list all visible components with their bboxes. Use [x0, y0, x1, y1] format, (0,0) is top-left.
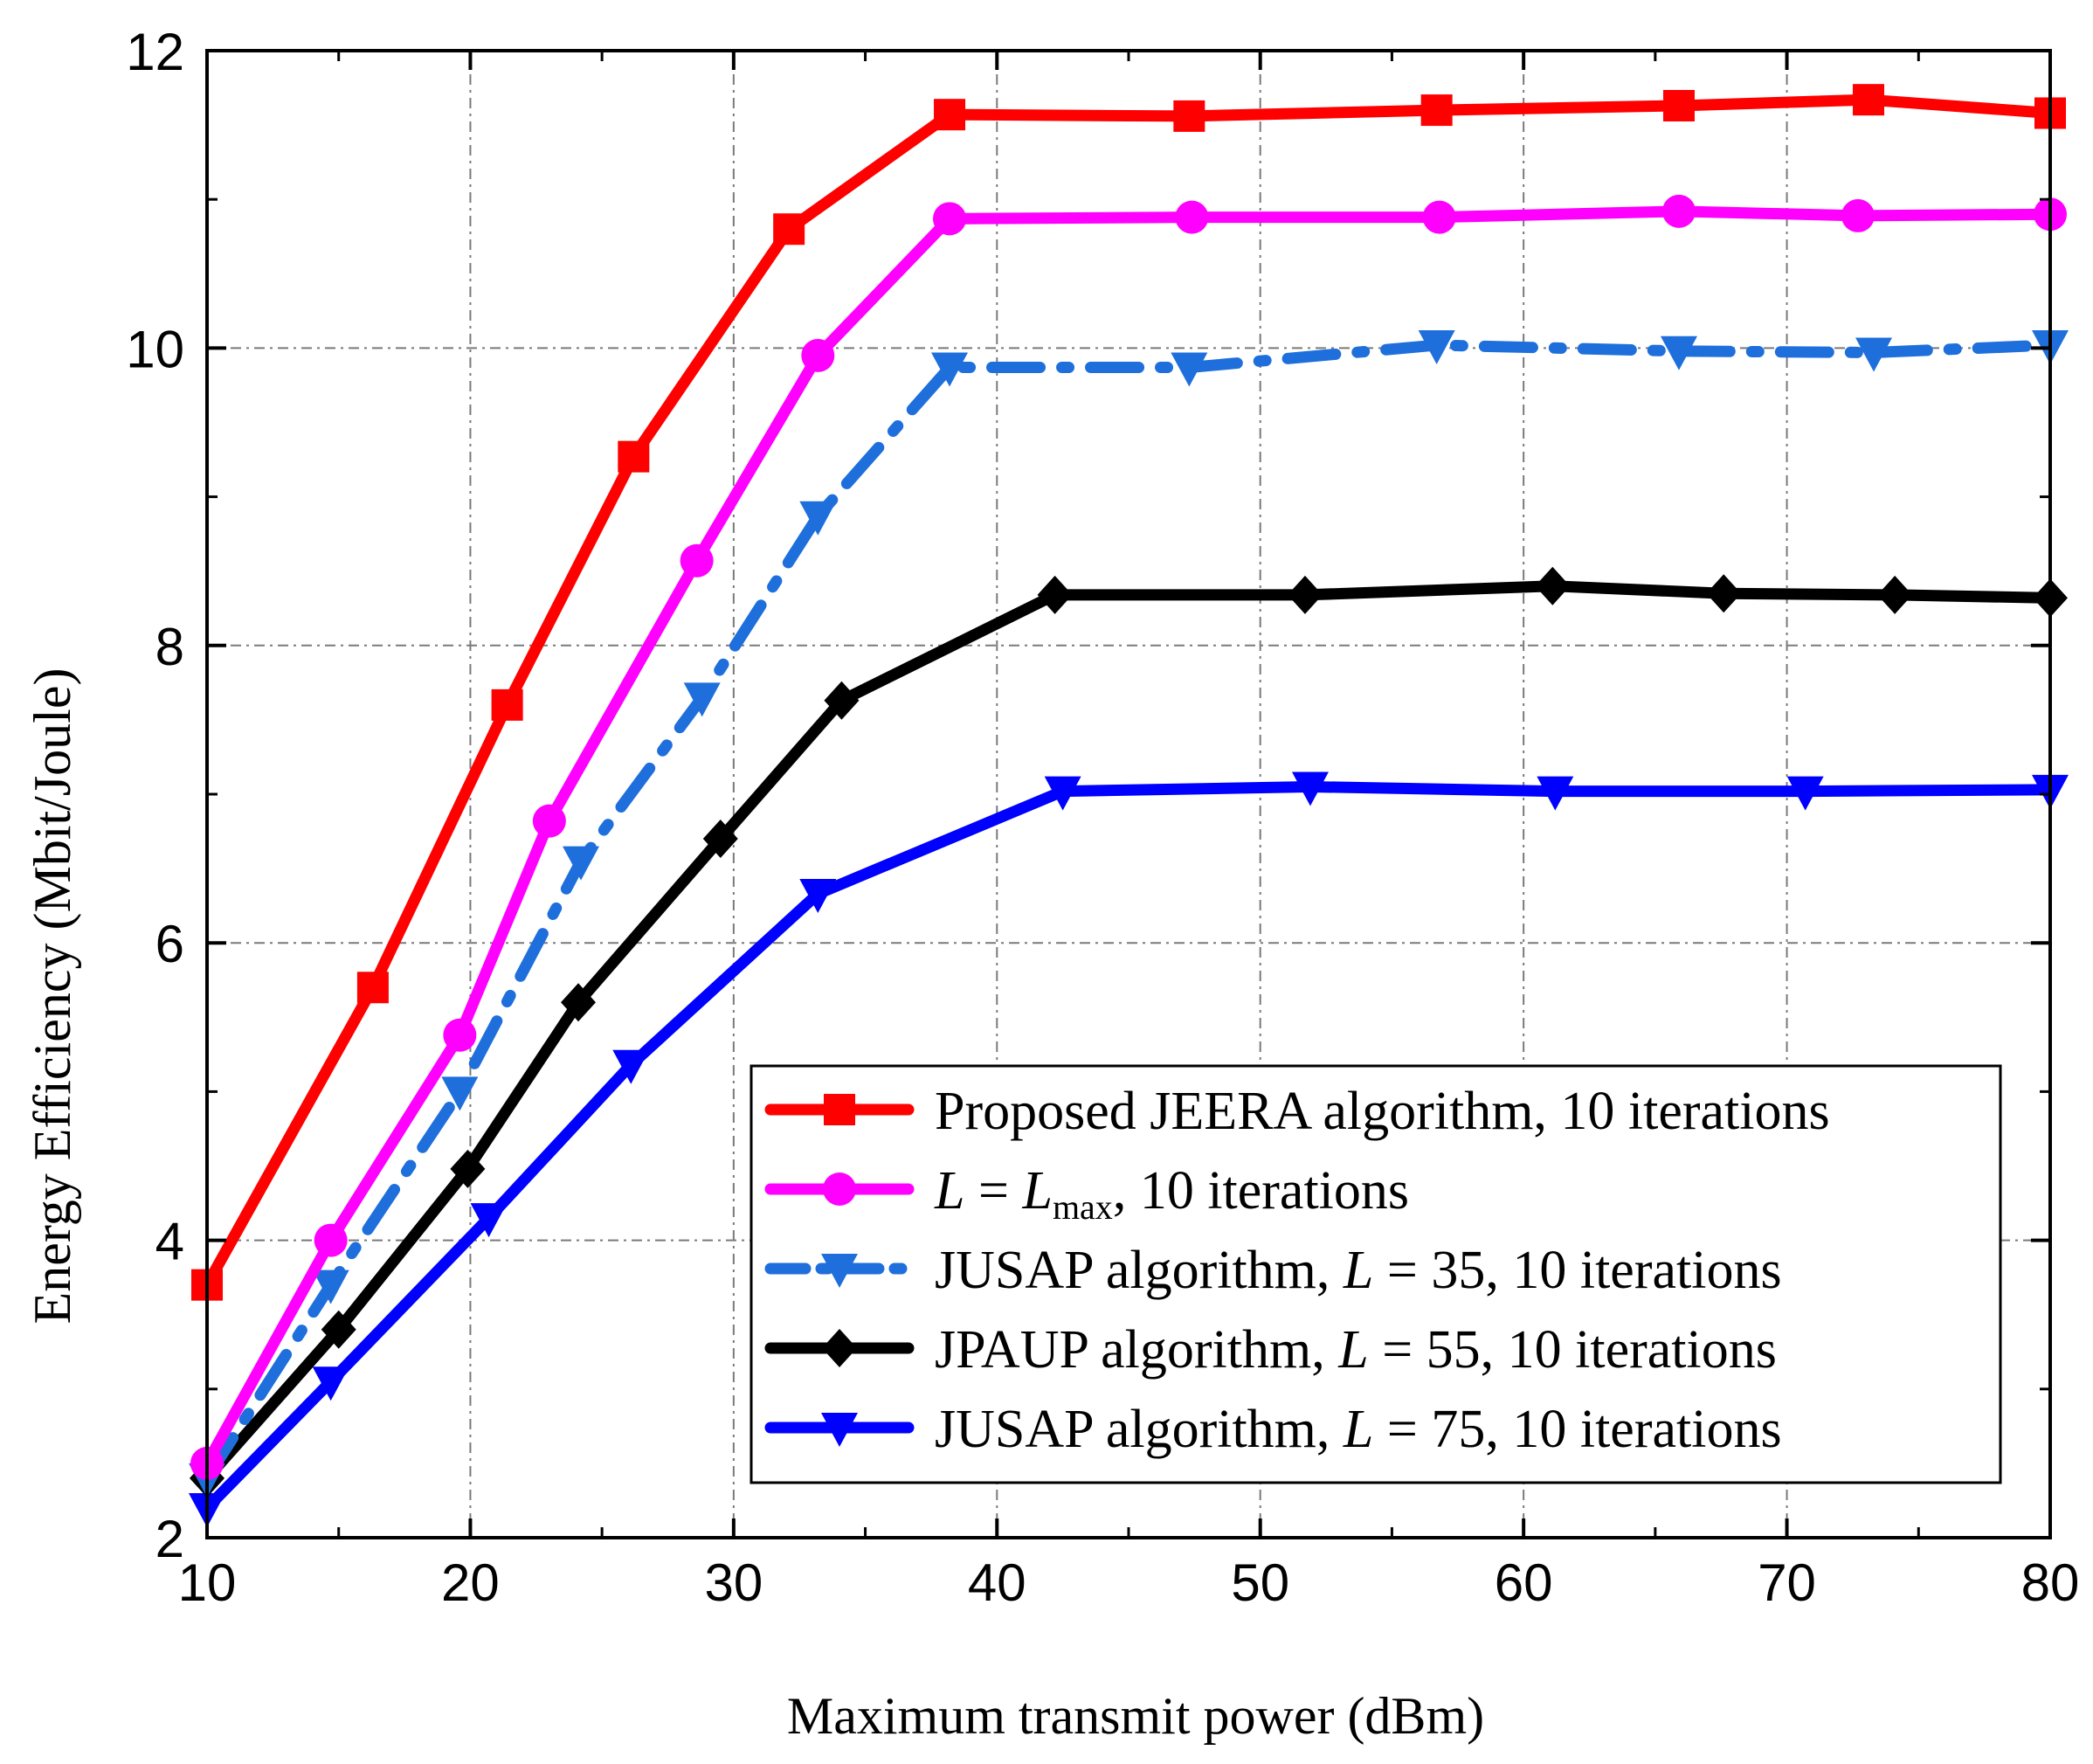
- series-4-point-1: [321, 1310, 356, 1349]
- x-tick-label-50: 50: [1231, 1553, 1289, 1612]
- series-2-point-7: [1175, 200, 1209, 234]
- series-2-point-10: [1841, 198, 1875, 232]
- series-1-point-2: [491, 688, 523, 721]
- series-1-point-9: [1853, 84, 1885, 116]
- series-3-point-1: [312, 1269, 349, 1304]
- y-tick-label-6: 6: [155, 915, 184, 973]
- legend-label-2: L = Lmax, 10 iterations: [934, 1161, 1409, 1227]
- x-axis-title: Maximum transmit power (dBm): [787, 1687, 1484, 1745]
- x-tick-label-80: 80: [2021, 1553, 2080, 1612]
- y-tick-label-8: 8: [155, 618, 184, 676]
- series-3-point-8: [1418, 329, 1455, 364]
- series-4-line: [201, 580, 2056, 1484]
- legend-marker-4: [822, 1329, 857, 1367]
- legend-item-3: JUSAP algorithm, L = 35, 10 iterations: [764, 1241, 1782, 1300]
- series-4: [190, 566, 2068, 1498]
- series-3-point-7: [1171, 352, 1208, 387]
- x-tick-label-60: 60: [1495, 1553, 1553, 1612]
- series-4-point-5: [824, 681, 860, 720]
- series-2-point-2: [443, 1018, 477, 1052]
- series-5-line: [201, 780, 2056, 1514]
- series-3-point-4: [683, 682, 721, 717]
- y-tick-label-2: 2: [155, 1510, 184, 1568]
- series-4-point-9: [1706, 574, 1742, 613]
- legend-label-3: JUSAP algorithm, L = 35, 10 iterations: [935, 1241, 1782, 1300]
- legend-marker-1: [824, 1094, 855, 1125]
- series-1-point-8: [1662, 89, 1695, 121]
- series-2-point-5: [801, 338, 835, 372]
- series-3: [189, 329, 2069, 1498]
- x-tick-label-70: 70: [1758, 1553, 1816, 1612]
- series-4-point-2: [450, 1149, 486, 1188]
- series-2-point-4: [680, 543, 714, 578]
- series-4-point-8: [1535, 566, 1571, 605]
- legend-label-4: JPAUP algorithm, L = 55, 10 iterations: [935, 1320, 1777, 1380]
- legend-label-1: Proposed JEERA algorithm, 10 iterations: [935, 1082, 1830, 1141]
- series-3-point-3: [563, 846, 600, 881]
- series-5-point-4: [799, 879, 837, 914]
- series-3-point-10: [1855, 337, 1893, 372]
- series-3-point-2: [441, 1076, 479, 1111]
- series-5-point-8: [1786, 776, 1824, 811]
- series-1-point-7: [1420, 94, 1453, 127]
- y-tick-label-4: 4: [155, 1213, 184, 1271]
- legend-label-5: JUSAP algorithm, L = 75, 10 iterations: [935, 1400, 1782, 1459]
- y-axis-title: Energy Efficiency (Mbit/Joule): [24, 668, 81, 1325]
- series-5-point-2: [470, 1203, 508, 1238]
- series-5-point-3: [612, 1049, 650, 1084]
- y-tick-label-12: 12: [126, 23, 184, 81]
- y-tick-label-10: 10: [126, 320, 184, 378]
- series-3-line: [201, 339, 2056, 1484]
- legend: Proposed JEERA algorithm, 10 iterations L…: [749, 1064, 2002, 1484]
- axes: [205, 49, 2052, 1539]
- x-tick-label-30: 30: [704, 1553, 763, 1612]
- series-1-point-3: [618, 440, 650, 473]
- series-4-point-10: [1877, 575, 1913, 614]
- series-4-point-7: [1287, 575, 1323, 614]
- series-3-point-5: [799, 501, 837, 536]
- x-tick-label-10: 10: [178, 1553, 237, 1612]
- legend-item-5: JUSAP algorithm, L = 75, 10 iterations: [764, 1400, 1782, 1459]
- series-2-point-1: [314, 1223, 348, 1257]
- series-4-point-6: [1037, 575, 1073, 614]
- legend-box: [749, 1064, 2002, 1484]
- series-1: [191, 84, 2066, 1301]
- x-tick-label-40: 40: [968, 1553, 1026, 1612]
- series-2-point-9: [1661, 194, 1696, 228]
- legend-marker-2: [823, 1173, 856, 1206]
- series-5-point-1: [312, 1366, 349, 1401]
- series-5-point-7: [1537, 776, 1574, 811]
- x-tick-label-20: 20: [441, 1553, 500, 1612]
- series-2-point-3: [532, 804, 566, 838]
- series-1-point-4: [773, 213, 805, 246]
- legend-item-2: L = Lmax, 10 iterations: [764, 1161, 1409, 1227]
- series-4-point-4: [702, 820, 738, 859]
- legend-item-4: JPAUP algorithm, L = 55, 10 iterations: [764, 1320, 1777, 1380]
- series-1-point-1: [356, 972, 389, 1004]
- series-1-point-5: [934, 99, 966, 131]
- legend-marker-5: [821, 1413, 858, 1447]
- series-2-point-6: [933, 202, 967, 236]
- series-2-line: [201, 205, 2056, 1470]
- series-3-point-6: [931, 352, 969, 387]
- series-3-point-9: [1660, 336, 1697, 370]
- series-5-point-6: [1291, 771, 1329, 806]
- tick-labels: 10 20 30 40 50 60 70 80 2 4 6 8 10 12: [126, 23, 2079, 1612]
- legend-item-1: Proposed JEERA algorithm, 10 iterations: [764, 1082, 1830, 1141]
- series-2-point-8: [1422, 200, 1456, 234]
- series-1-point-6: [1173, 100, 1205, 132]
- series-5-point-5: [1044, 776, 1081, 811]
- series-layer: [189, 84, 2069, 1527]
- series-4-point-3: [561, 983, 597, 1022]
- legend-marker-3: [821, 1254, 858, 1288]
